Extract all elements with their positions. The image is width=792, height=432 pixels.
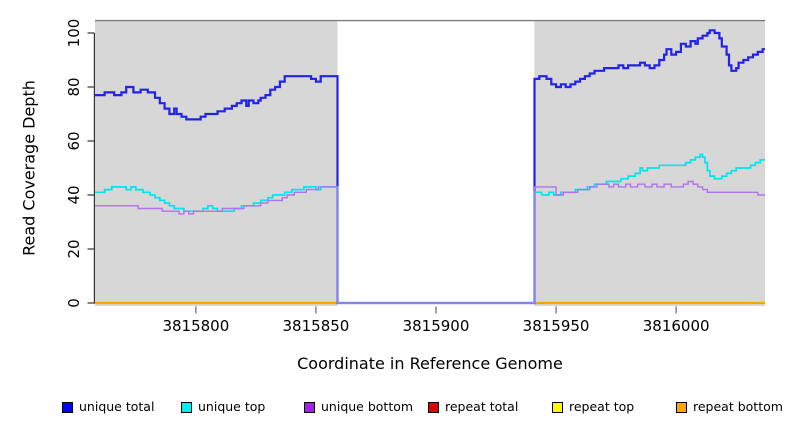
y-tick-label: 20	[65, 239, 83, 259]
x-tick-label: 3815900	[402, 317, 470, 335]
legend-label: unique bottom	[321, 399, 414, 414]
series-unique-total	[95, 29, 765, 305]
legend-item-unique-total: unique total	[62, 400, 154, 414]
legend-swatch	[62, 401, 73, 413]
legend-item-repeat-bottom: repeat bottom	[676, 400, 783, 414]
legend-label: unique top	[198, 399, 266, 414]
legend-item-unique-bottom: unique bottom	[304, 400, 413, 414]
x-tick-label: 3815850	[282, 317, 350, 335]
y-tick-label: 80	[65, 77, 83, 97]
x-tick-label: 3815800	[162, 317, 230, 335]
series-unique-bottom	[95, 180, 765, 304]
legend-label: repeat total	[445, 399, 519, 414]
x-tick-label: 3815950	[522, 317, 590, 335]
legend-swatch	[428, 401, 439, 413]
uncovered-gap-region	[337, 20, 535, 307]
series-unique-top	[95, 153, 765, 304]
legend-swatch	[676, 401, 687, 413]
legend-swatch	[304, 401, 315, 413]
y-tick-label: 100	[65, 18, 83, 48]
legend-swatch	[552, 401, 563, 413]
y-tick-label: 60	[65, 131, 83, 151]
legend-swatch	[181, 401, 192, 413]
y-tick-label: 40	[65, 185, 83, 205]
legend-label: unique total	[79, 399, 155, 414]
legend-item-repeat-total: repeat total	[428, 400, 518, 414]
coverage-plot-canvas	[87, 19, 765, 314]
y-tick-label: 0	[65, 298, 83, 308]
legend-label: repeat bottom	[693, 399, 783, 414]
legend-item-unique-top: unique top	[181, 400, 265, 414]
x-axis-title: Coordinate in Reference Genome	[297, 354, 563, 373]
y-axis-title: Read Coverage Depth	[19, 80, 39, 256]
legend-label: repeat top	[569, 399, 635, 414]
x-tick-label: 3816000	[642, 317, 710, 335]
legend-item-repeat-top: repeat top	[552, 400, 634, 414]
